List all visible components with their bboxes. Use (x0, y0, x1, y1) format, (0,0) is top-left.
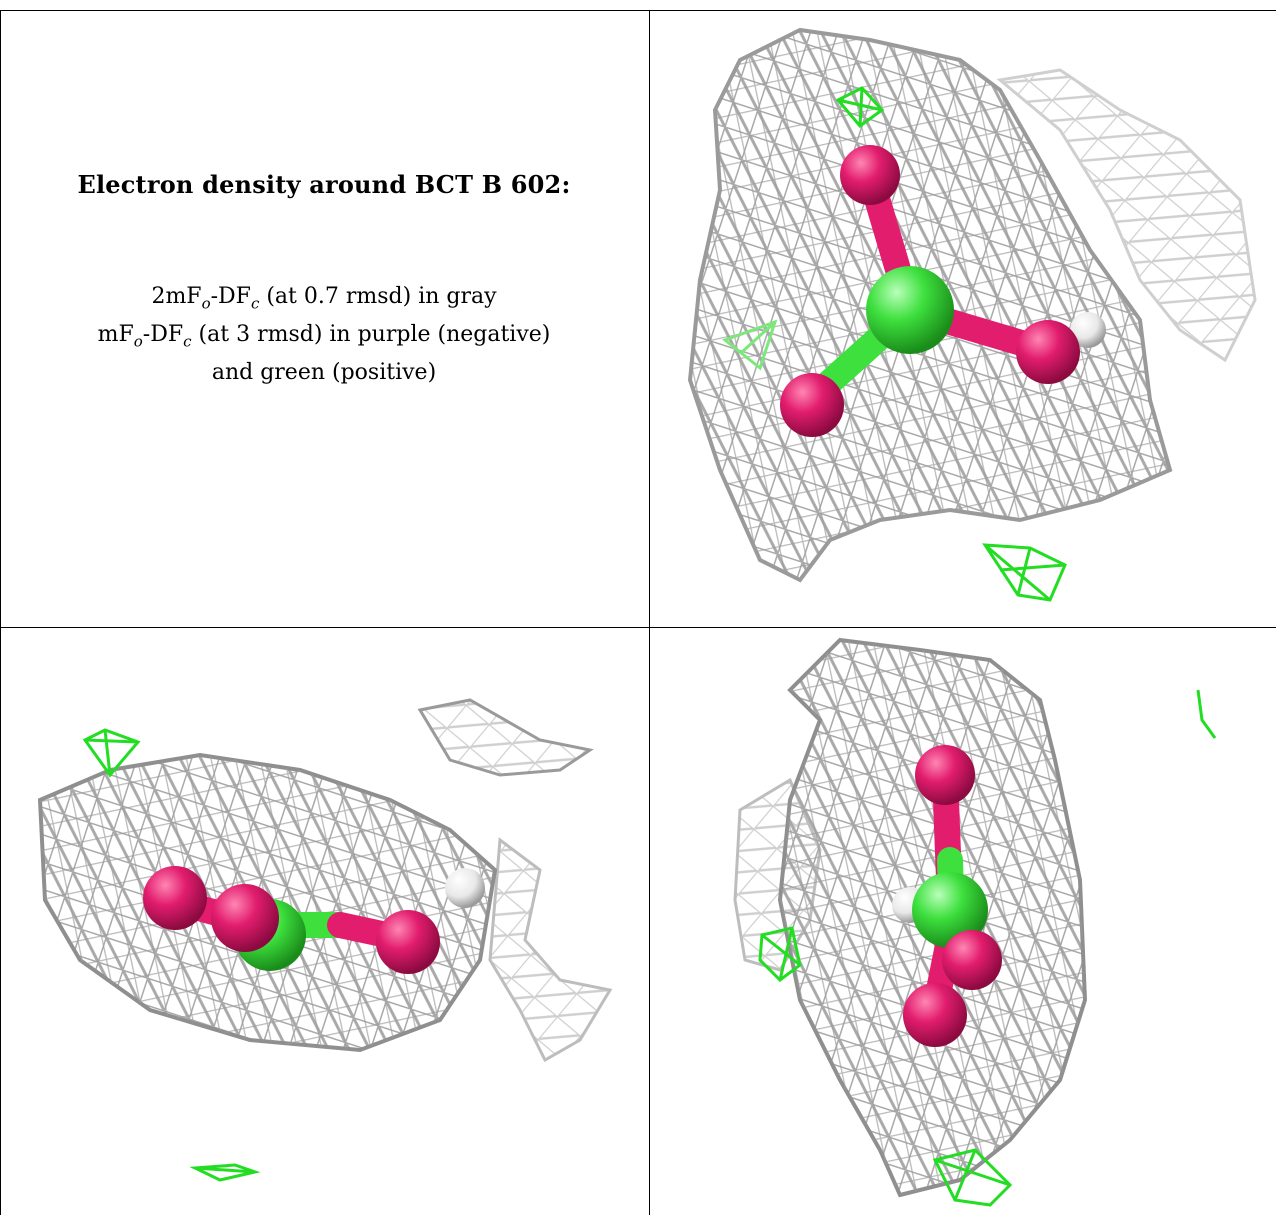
legend-line-gray: 2mFo-DFc (at 0.7 rmsd) in gray (151, 284, 497, 313)
table-divider-vertical (649, 10, 650, 1215)
table-border-top (0, 10, 1276, 11)
bottom-right-green-blobs (758, 689, 1217, 1207)
legend-line-positive: and green (positive) (211, 360, 437, 385)
bottom-left-green-blobs (82, 728, 261, 1182)
table-divider-horizontal (0, 627, 1276, 628)
legend-line-difference: mFo-DFc (at 3 rmsd) in purple (negative) (97, 322, 551, 351)
top-right-molecule (780, 145, 1106, 437)
bottom-right-molecule (892, 745, 1002, 1047)
bottom-left-mesh (37, 698, 613, 1063)
figure-heading: Electron density around BCT B 602: (77, 170, 571, 199)
top-right-green-blobs (721, 86, 1067, 602)
top-right-mesh (687, 27, 1257, 583)
table-border-left (0, 10, 1, 1215)
bottom-left-molecule (143, 866, 485, 974)
